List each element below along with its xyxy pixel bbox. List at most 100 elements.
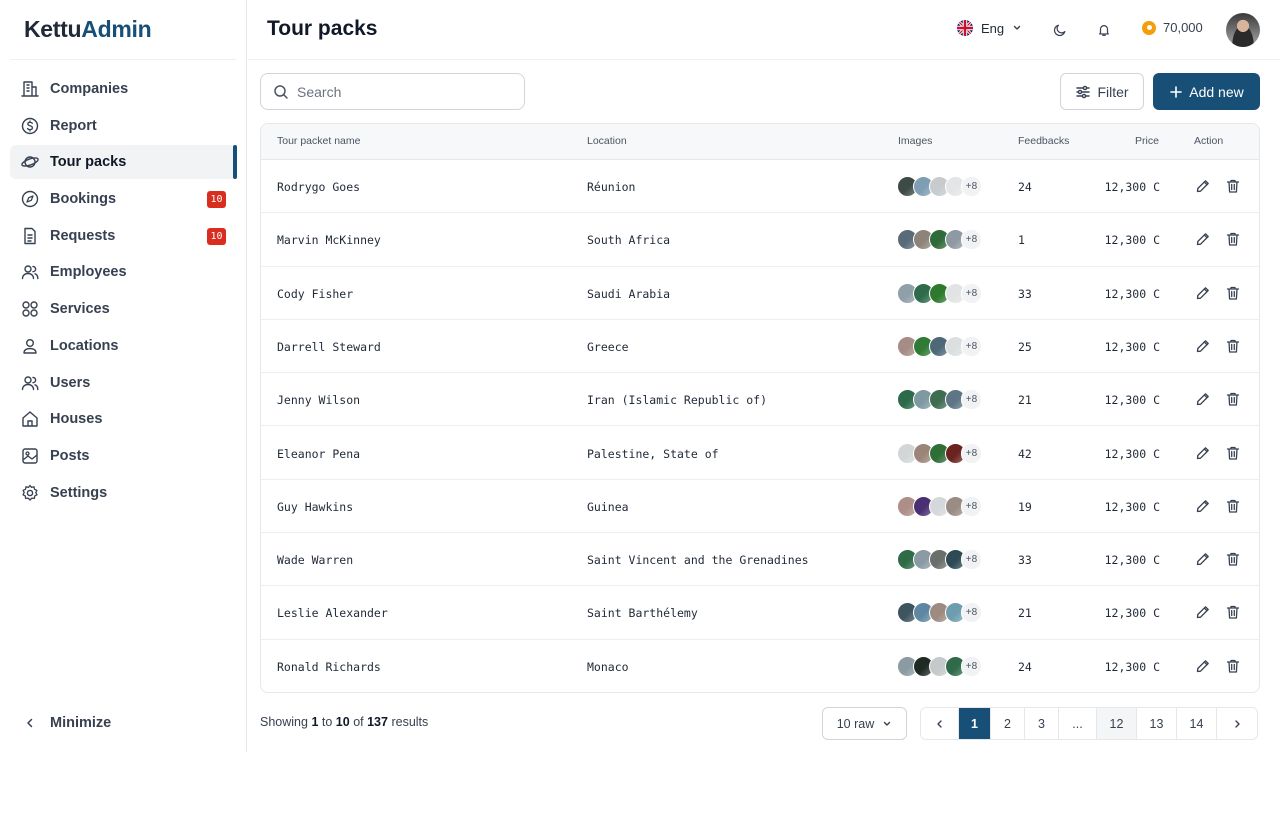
page-13-button[interactable]: 13: [1137, 708, 1177, 739]
column-header-location[interactable]: Location: [587, 135, 627, 147]
image-thumbnail[interactable]: [897, 229, 918, 251]
edit-button[interactable]: [1193, 229, 1213, 249]
filter-button[interactable]: Filter: [1060, 73, 1144, 110]
image-thumbnail[interactable]: [945, 282, 966, 304]
edit-button[interactable]: [1193, 443, 1213, 463]
image-thumbnail[interactable]: [897, 602, 918, 624]
page-3-button[interactable]: 3: [1025, 708, 1059, 739]
minimize-button[interactable]: Minimize: [20, 710, 111, 736]
language-selector[interactable]: Eng: [957, 20, 1022, 36]
more-images-count[interactable]: +8: [961, 229, 982, 251]
image-thumbnail[interactable]: [929, 655, 950, 677]
image-thumbnail[interactable]: [897, 282, 918, 304]
table-row[interactable]: Ronald Richards Monaco +8 24 12,300 C: [261, 640, 1259, 692]
brand-logo[interactable]: KettuAdmin: [24, 16, 152, 43]
delete-button[interactable]: [1223, 176, 1243, 196]
image-thumbnail[interactable]: [929, 602, 950, 624]
sidebar-item-services[interactable]: Services: [10, 292, 236, 326]
images-cell[interactable]: +8: [897, 176, 982, 197]
page-12-button[interactable]: 12: [1097, 708, 1137, 739]
images-cell[interactable]: +8: [897, 602, 982, 624]
avatar[interactable]: [1226, 13, 1260, 47]
images-cell[interactable]: +8: [897, 229, 982, 251]
edit-button[interactable]: [1193, 389, 1213, 409]
delete-button[interactable]: [1223, 443, 1243, 463]
images-cell[interactable]: +8: [897, 655, 982, 677]
table-row[interactable]: Marvin McKinney South Africa +8 1 12,300 C: [261, 213, 1259, 267]
table-row[interactable]: Eleanor Pena Palestine, State of +8 42 12,30…: [261, 427, 1259, 480]
column-header-images[interactable]: Images: [898, 135, 933, 147]
images-cell[interactable]: +8: [897, 549, 982, 571]
images-cell[interactable]: +8: [897, 389, 982, 411]
more-images-count[interactable]: +8: [961, 655, 982, 677]
search-input[interactable]: [297, 83, 507, 100]
edit-button[interactable]: [1193, 656, 1213, 676]
image-thumbnail[interactable]: [897, 549, 918, 571]
image-thumbnail[interactable]: [913, 442, 934, 464]
edit-button[interactable]: [1193, 176, 1213, 196]
table-row[interactable]: Leslie Alexander Saint Barthélemy +8 21 12,3…: [261, 586, 1259, 640]
sidebar-item-report[interactable]: Report: [10, 109, 236, 143]
more-images-count[interactable]: +8: [961, 442, 982, 464]
sidebar-item-companies[interactable]: Companies: [10, 72, 236, 106]
sidebar-item-posts[interactable]: Posts: [10, 439, 236, 473]
more-images-count[interactable]: +8: [961, 549, 982, 571]
image-thumbnail[interactable]: [945, 389, 966, 411]
table-row[interactable]: Jenny Wilson Iran (Islamic Republic of) +8…: [261, 373, 1259, 427]
image-thumbnail[interactable]: [945, 655, 966, 677]
images-cell[interactable]: +8: [897, 495, 982, 517]
column-header-price[interactable]: Price: [1135, 135, 1159, 147]
rows-per-page-select[interactable]: 10 raw: [822, 707, 907, 740]
column-header-name[interactable]: Tour packet name: [277, 135, 361, 147]
table-row[interactable]: Wade Warren Saint Vincent and the Grenadi…: [261, 533, 1259, 587]
more-images-count[interactable]: +8: [961, 176, 982, 197]
next-page-button[interactable]: [1217, 708, 1257, 739]
sidebar-item-employees[interactable]: Employees: [10, 255, 236, 289]
image-thumbnail[interactable]: [945, 335, 966, 357]
image-thumbnail[interactable]: [929, 495, 950, 517]
image-thumbnail[interactable]: [913, 549, 934, 571]
delete-button[interactable]: [1223, 656, 1243, 676]
image-thumbnail[interactable]: [913, 176, 934, 197]
delete-button[interactable]: [1223, 496, 1243, 516]
sidebar-item-bookings[interactable]: Bookings 10: [10, 182, 236, 216]
previous-page-button[interactable]: [921, 708, 959, 739]
image-thumbnail[interactable]: [897, 495, 918, 517]
image-thumbnail[interactable]: [913, 602, 934, 624]
sidebar-item-users[interactable]: Users: [10, 366, 236, 400]
delete-button[interactable]: [1223, 336, 1243, 356]
more-images-count[interactable]: +8: [961, 602, 982, 624]
page-2-button[interactable]: 2: [991, 708, 1025, 739]
edit-button[interactable]: [1193, 549, 1213, 569]
image-thumbnail[interactable]: [913, 495, 934, 517]
table-row[interactable]: Rodrygo Goes Réunion +8 24 12,300 C: [261, 160, 1259, 214]
table-row[interactable]: Darrell Steward Greece +8 25 12,300 C: [261, 320, 1259, 374]
more-images-count[interactable]: +8: [961, 335, 982, 357]
edit-button[interactable]: [1193, 602, 1213, 622]
edit-button[interactable]: [1193, 283, 1213, 303]
sidebar-item-locations[interactable]: Locations: [10, 329, 236, 363]
dark-mode-toggle[interactable]: [1050, 20, 1070, 40]
more-images-count[interactable]: +8: [961, 389, 982, 411]
image-thumbnail[interactable]: [945, 176, 966, 197]
add-new-button[interactable]: Add new: [1153, 73, 1260, 110]
column-header-feedbacks[interactable]: Feedbacks: [1018, 135, 1070, 147]
page-14-button[interactable]: 14: [1177, 708, 1217, 739]
table-row[interactable]: Guy Hawkins Guinea +8 19 12,300 C: [261, 480, 1259, 534]
sidebar-item-settings[interactable]: Settings: [10, 476, 236, 510]
image-thumbnail[interactable]: [929, 282, 950, 304]
coin-balance[interactable]: 70,000: [1142, 20, 1203, 35]
image-thumbnail[interactable]: [913, 282, 934, 304]
more-images-count[interactable]: +8: [961, 495, 982, 517]
notifications-button[interactable]: [1094, 20, 1114, 40]
delete-button[interactable]: [1223, 283, 1243, 303]
sidebar-item-requests[interactable]: Requests 10: [10, 219, 236, 253]
images-cell[interactable]: +8: [897, 335, 982, 357]
image-thumbnail[interactable]: [897, 176, 918, 197]
image-thumbnail[interactable]: [897, 335, 918, 357]
sidebar-item-tour-packs[interactable]: Tour packs: [10, 145, 237, 180]
delete-button[interactable]: [1223, 602, 1243, 622]
edit-button[interactable]: [1193, 336, 1213, 356]
images-cell[interactable]: +8: [897, 442, 982, 464]
images-cell[interactable]: +8: [897, 282, 982, 304]
